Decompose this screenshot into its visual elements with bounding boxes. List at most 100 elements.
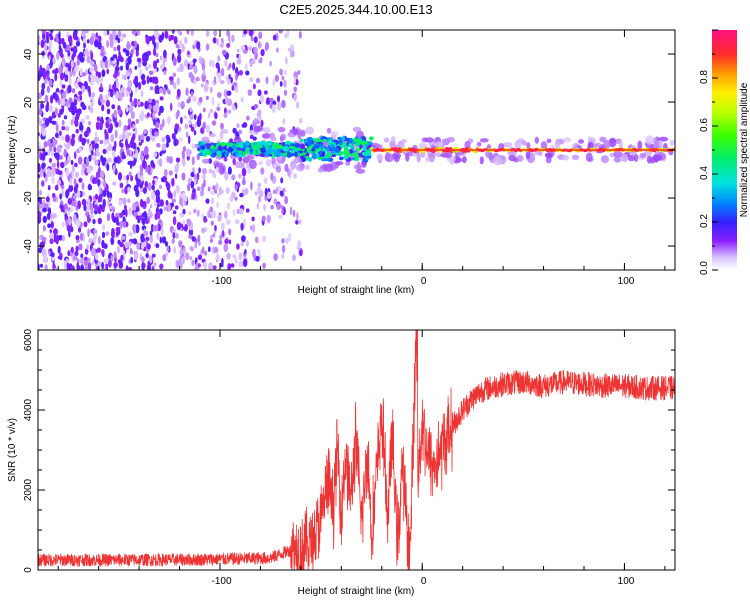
noise-cell [239,208,244,215]
noise-cell [43,253,48,259]
noise-cell [116,58,120,67]
noise-cell [68,210,71,215]
noise-cell [153,60,157,69]
noise-cell [89,36,94,46]
noise-cell [240,97,244,103]
noise-cell [48,104,54,113]
colorbar-tick-label: 0.2 [699,214,710,228]
noise-cell [253,46,258,54]
noise-cell [95,193,98,200]
noise-cell [220,67,225,77]
colorbar-tick-label: 0.6 [699,118,710,132]
colorbar-ticks [712,29,718,271]
noise-cell [81,182,85,191]
noise-cell [75,128,79,134]
band-haze [384,137,390,143]
noise-cell [228,63,232,69]
noise-cell [201,213,204,219]
noise-cell [177,101,181,108]
band-haze [201,136,210,142]
noise-cell [161,143,166,151]
band-haze [633,154,639,162]
noise-cell [212,233,216,238]
band-cell [327,153,333,157]
noise-cell [94,39,99,48]
noise-cell [258,31,263,40]
noise-cell [172,216,177,226]
noise-cell [225,75,230,82]
noise-cell [70,206,74,213]
noise-cell [179,197,183,206]
band-haze [425,156,430,163]
band-haze [305,164,310,170]
noise-cell [224,210,228,220]
noise-cell [213,76,217,84]
noise-cell [256,202,260,210]
noise-cell [162,87,166,96]
noise-cell [232,127,237,134]
noise-cell [200,127,205,134]
noise-cell [128,105,134,114]
noise-cell [55,132,59,139]
noise-cell [135,224,140,234]
noise-cell [99,170,105,179]
noise-cell [96,247,102,253]
band-cell [322,138,328,142]
noise-cell [64,213,68,218]
band-cell [343,155,349,160]
noise-cell [145,66,149,71]
band-haze [540,141,548,150]
noise-cell [171,198,176,203]
noise-cell [176,66,181,73]
noise-cell [115,216,119,226]
noise-cell [236,243,240,250]
noise-cell [173,189,177,199]
noise-cell [174,123,180,130]
noise-cell [224,238,229,245]
noise-cell [101,249,105,256]
noise-cell [152,224,158,232]
noise-cell [71,201,76,207]
band-cell [217,147,223,151]
band-haze [378,144,383,150]
noise-cell [143,228,147,237]
noise-cell [257,115,262,121]
noise-cell [87,257,91,262]
noise-cell [191,236,196,242]
noise-cell [134,65,138,70]
noise-cell [193,65,198,74]
noise-cell [250,36,254,42]
band-haze [609,137,616,144]
noise-cell [71,171,74,180]
noise-cell [110,230,116,238]
noise-cell [90,101,95,106]
noise-cell [296,212,299,221]
noise-cell [53,228,58,236]
noise-cell [150,160,155,168]
band-haze [262,133,271,139]
noise-cell [173,246,176,254]
noise-cell [42,215,47,223]
noise-cell [75,235,80,241]
noise-cell [216,38,219,46]
noise-cell [52,261,56,270]
noise-cell [239,192,244,198]
noise-cell [54,73,58,82]
noise-cell [240,241,245,247]
noise-cell [159,55,163,61]
noise-cell [145,253,149,258]
noise-cell [141,79,146,86]
noise-cell [140,73,146,81]
band-haze [352,126,362,132]
noise-cell [187,51,190,56]
noise-cell [113,73,118,79]
noise-cell [97,205,102,215]
band-haze [234,161,244,169]
band-haze [294,156,300,164]
noise-cell [206,30,210,38]
noise-cell [51,175,55,184]
band-cell [209,149,217,153]
noise-cell [95,148,99,157]
noise-cell [85,49,89,58]
noise-cell [71,53,75,62]
